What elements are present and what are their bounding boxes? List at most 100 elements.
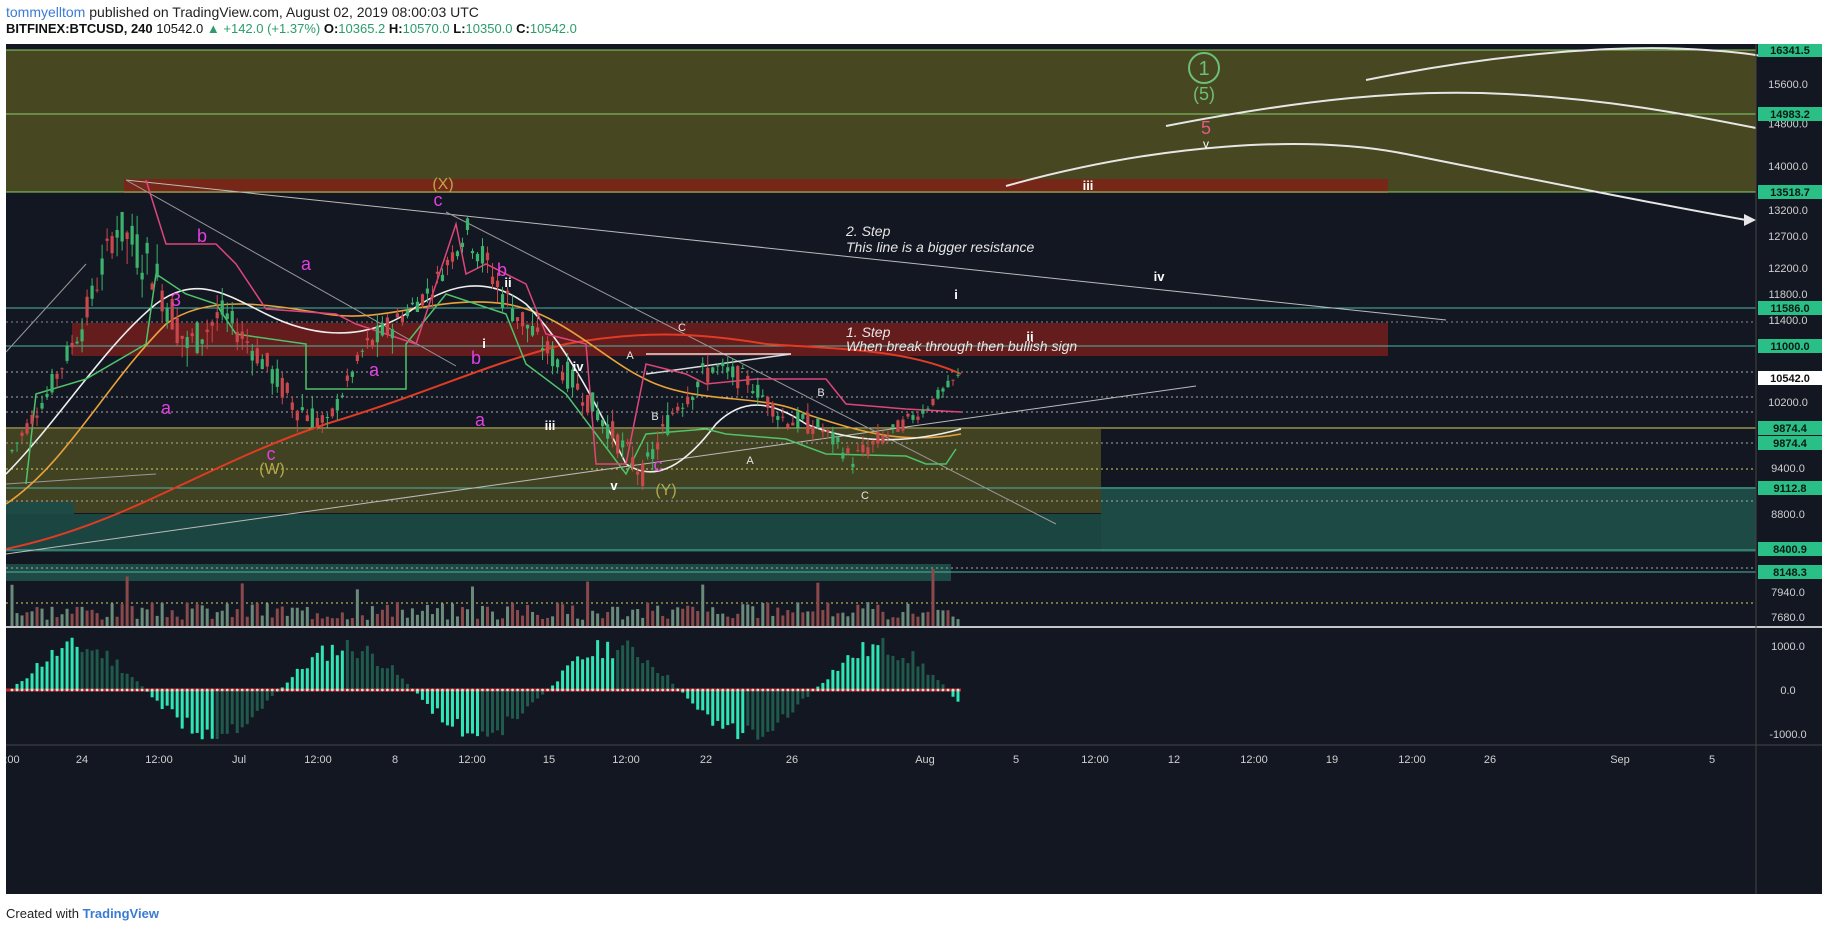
volume-bar [841, 612, 845, 626]
oscillator-bar [621, 645, 625, 690]
volume-bar [340, 612, 344, 626]
candle-body [325, 416, 329, 419]
oscillator-bar [305, 668, 309, 690]
oscillator-dot [786, 688, 790, 692]
price-label-box [1758, 301, 1822, 315]
oscillator-bar [631, 646, 635, 690]
volume-bar [375, 613, 379, 626]
price-axis[interactable]: 15600.0 14800.0 14000.0 13200.0 12700.0 12200… [1768, 79, 1808, 624]
pink-wave-label: a [475, 410, 486, 430]
volume-bar [711, 607, 715, 626]
volume-bar [906, 603, 910, 626]
oscillator-dot [956, 688, 960, 692]
candle-body [335, 399, 339, 411]
time-tick-label: 12:00 [1081, 754, 1109, 766]
candle-body [15, 442, 19, 444]
olive-support-zone [6, 429, 1101, 513]
oscillator-bar [390, 665, 394, 690]
volume-bar [235, 609, 239, 626]
tradingview-logo[interactable]: TradingView [82, 906, 159, 921]
candle-body [686, 396, 690, 405]
volume-bar [656, 605, 660, 626]
volume-bar [265, 603, 269, 626]
abc-wave-label: C [678, 322, 686, 334]
candle-body [205, 329, 209, 333]
oscillator-dot [846, 688, 850, 692]
oscillator-bar [235, 690, 239, 733]
candle-body [10, 450, 14, 452]
oscillator-bar [836, 670, 840, 690]
volume-bar [165, 617, 169, 626]
oscillator-dot [165, 688, 169, 692]
volume-bar [335, 618, 339, 626]
candle-body [20, 432, 24, 436]
candle-body [535, 327, 540, 332]
oscillator-bar [801, 690, 805, 699]
oscillator-dot [85, 688, 89, 692]
oscillator-dot [836, 688, 840, 692]
oscillator-bar [606, 641, 610, 690]
trendline-down2 [445, 211, 1057, 525]
candle-body [586, 395, 590, 413]
volume-bar [425, 604, 429, 626]
candle-body [946, 380, 950, 388]
oscillator-bar [425, 690, 429, 704]
oscillator-dot [396, 688, 399, 692]
trendline-left2 [5, 473, 157, 485]
candle-body [75, 341, 79, 344]
oscillator-dot [220, 688, 224, 692]
candle-body [866, 447, 870, 456]
volume-bar [916, 616, 920, 626]
candle-body [225, 313, 229, 320]
candle-body [726, 367, 730, 372]
abc-wave-label: C [861, 490, 869, 502]
volume-bar [10, 584, 14, 626]
volume-bar [691, 606, 695, 626]
candle-body [340, 395, 344, 397]
roman-wave-label: ii [1026, 329, 1033, 344]
volume-bar [300, 610, 304, 626]
volume-bar [636, 609, 640, 626]
oscillator-dot [431, 688, 434, 692]
volume-bar [506, 606, 510, 626]
author-link[interactable]: tommyelltom [6, 4, 86, 20]
volume-bar [205, 608, 209, 626]
oscillator-bar [30, 673, 34, 690]
candle-body [255, 348, 259, 364]
candle-body [896, 420, 900, 432]
oscillator-dot [576, 688, 579, 692]
volume-bar [420, 610, 424, 626]
oscillator-bar [110, 665, 114, 690]
oscillator-bar [430, 690, 434, 714]
price-label-box [1758, 43, 1822, 57]
volume-bar [706, 611, 710, 626]
candle-body [145, 242, 149, 254]
last-price: 10542.0 [156, 21, 204, 36]
candle-body [916, 416, 920, 420]
volume-bar [911, 613, 915, 626]
candle-body [330, 408, 334, 417]
volume-bar [85, 610, 89, 626]
chart-svg[interactable]: 2. Step This line is a bigger resistance… [4, 43, 1822, 894]
time-tick-label: 24 [76, 754, 88, 766]
candle-body [375, 325, 379, 343]
oscillator-dot [330, 688, 334, 692]
price-label-box [1758, 107, 1822, 121]
candle-body [115, 229, 119, 238]
oscillator-dot [340, 688, 344, 692]
volume-bar [886, 619, 890, 626]
oscillator-bar [295, 668, 299, 690]
time-axis[interactable]: :00 24 12:00 Jul 12:00 8 12:00 15 12:00 22 26 Aug 5 1… [4, 754, 1715, 766]
oscillator-bar [841, 662, 845, 690]
volume-bar [385, 604, 389, 626]
oscillator-dot [155, 688, 159, 692]
oscillator-bar [856, 658, 860, 690]
volume-bar [816, 582, 820, 626]
time-tick-label: 5 [1013, 754, 1019, 766]
chart-area[interactable]: 2. Step This line is a bigger resistance… [4, 43, 1822, 894]
candle-body [505, 290, 510, 294]
footer: Created with TradingView [6, 906, 159, 921]
oscillator-dot [706, 688, 710, 692]
oscillator-tick-label: 0.0 [1780, 685, 1795, 697]
candle-body [265, 353, 269, 367]
